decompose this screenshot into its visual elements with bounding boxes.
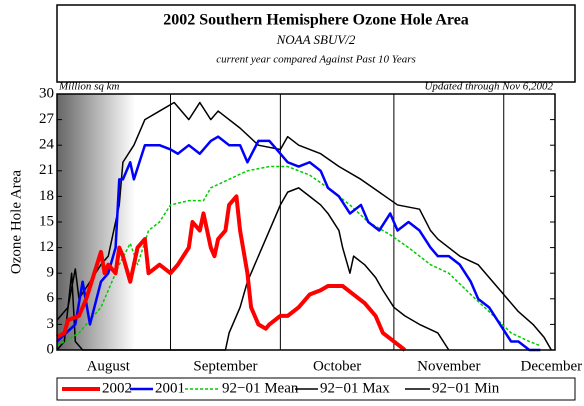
shading (57, 94, 135, 350)
x-tick-label: November (417, 358, 480, 374)
y-tick-label: 9 (47, 265, 55, 281)
legend-label: 92−01 Min (432, 380, 500, 396)
plot-frame (56, 93, 556, 351)
y-tick-label: 0 (47, 341, 55, 357)
y-tick-label: 3 (47, 316, 55, 332)
x-tick-label: September (193, 358, 257, 374)
y-tick-label: 18 (39, 188, 54, 204)
y-tick-label: 30 (39, 85, 54, 101)
chart-subtitle: NOAA SBUV/2 (276, 32, 356, 47)
y-tick-label: 6 (47, 290, 55, 306)
chart-subtitle: current year compared Against Past 10 Ye… (216, 54, 416, 66)
series-line (56, 101, 552, 351)
series-line (56, 135, 541, 352)
series-line (56, 165, 541, 347)
legend-label: 92−01 Max (320, 380, 390, 396)
y-tick-label: 15 (39, 213, 54, 229)
series-line (55, 194, 407, 352)
y-tick-label: 27 (39, 111, 55, 127)
x-tick-label: October (313, 358, 361, 374)
y-axis-label: Ozone Hole Area (8, 170, 24, 274)
legend-label: 92−01 Mean (222, 380, 299, 396)
x-tick-label: August (87, 358, 131, 374)
legend-label: 2001 (155, 380, 185, 396)
chart-title: 2002 Southern Hemisphere Ozone Hole Area (163, 12, 469, 29)
y-tick-label: 12 (39, 239, 54, 255)
unit-label: Million sq km (58, 81, 120, 93)
y-tick-label: 24 (39, 137, 55, 153)
update-label: Updated through Nov 6,2002 (424, 81, 553, 93)
legend-label: 2002 (102, 380, 132, 396)
x-tick-label: December (521, 358, 583, 374)
title-box (56, 4, 576, 83)
y-tick-label: 21 (39, 162, 54, 178)
